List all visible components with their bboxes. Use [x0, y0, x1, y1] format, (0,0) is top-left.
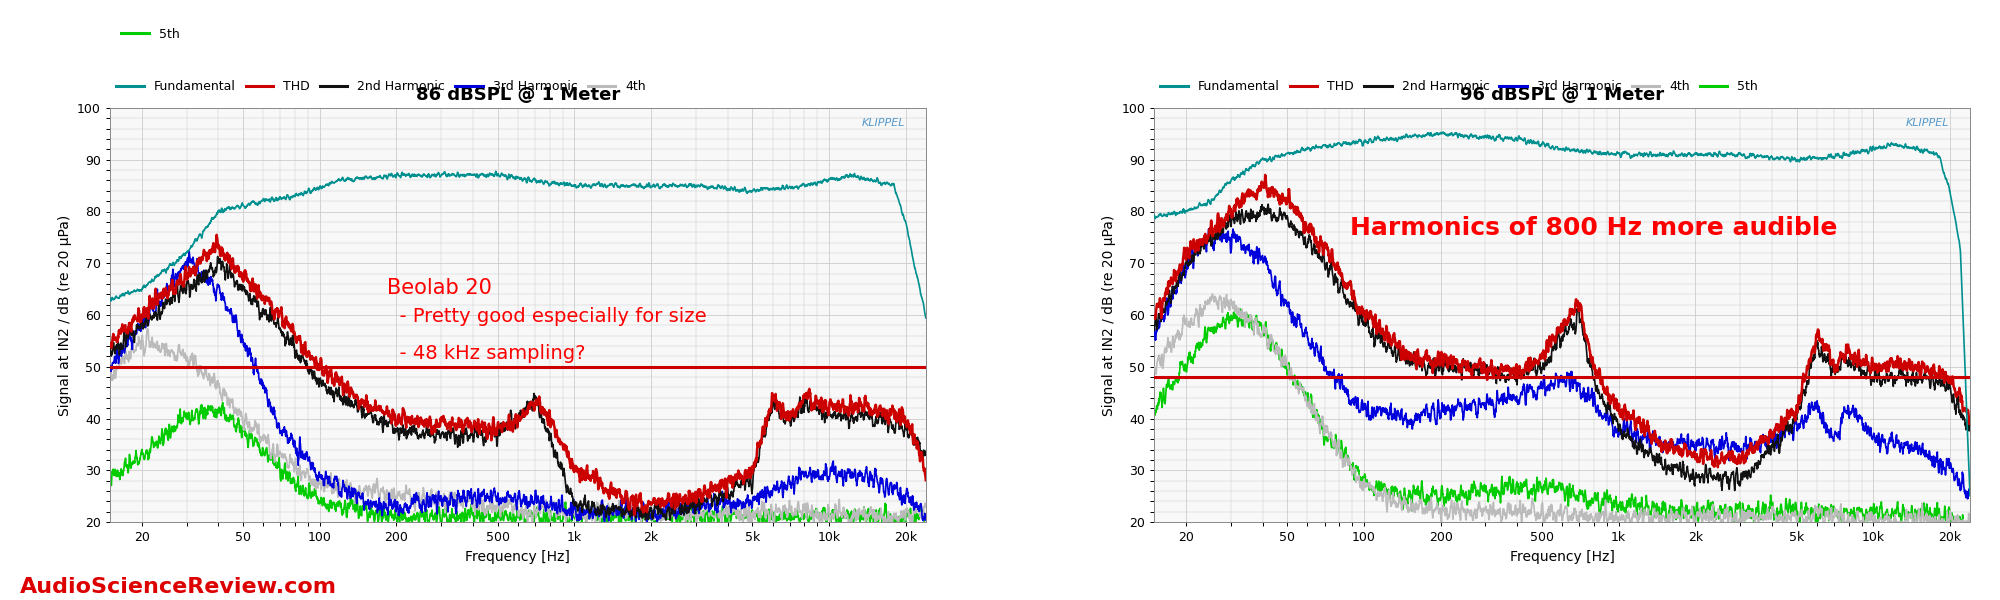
Title: 96 dBSPL @ 1 Meter: 96 dBSPL @ 1 Meter	[1460, 86, 1664, 104]
Y-axis label: Signal at IN2 / dB (re 20 μPa): Signal at IN2 / dB (re 20 μPa)	[1102, 214, 1116, 416]
Legend: 5th: 5th	[116, 23, 184, 46]
Legend: Fundamental, THD, 2nd Harmonic, 3rd Harmonic, 4th, 5th: Fundamental, THD, 2nd Harmonic, 3rd Harm…	[1160, 80, 1758, 94]
Text: Beolab 20: Beolab 20	[388, 278, 492, 298]
Title: 86 dBSPL @ 1 Meter: 86 dBSPL @ 1 Meter	[416, 86, 620, 104]
Text: KLIPPEL: KLIPPEL	[1906, 118, 1950, 128]
Y-axis label: Signal at IN2 / dB (re 20 μPa): Signal at IN2 / dB (re 20 μPa)	[58, 214, 72, 416]
X-axis label: Frequency [Hz]: Frequency [Hz]	[1510, 550, 1614, 563]
Text: AudioScienceReview.com: AudioScienceReview.com	[20, 577, 336, 597]
Text: KLIPPEL: KLIPPEL	[862, 118, 906, 128]
Text: Harmonics of 800 Hz more audible: Harmonics of 800 Hz more audible	[1350, 215, 1838, 239]
X-axis label: Frequency [Hz]: Frequency [Hz]	[466, 550, 570, 563]
Text: - Pretty good especially for size: - Pretty good especially for size	[388, 307, 706, 326]
Text: - 48 kHz sampling?: - 48 kHz sampling?	[388, 344, 586, 363]
